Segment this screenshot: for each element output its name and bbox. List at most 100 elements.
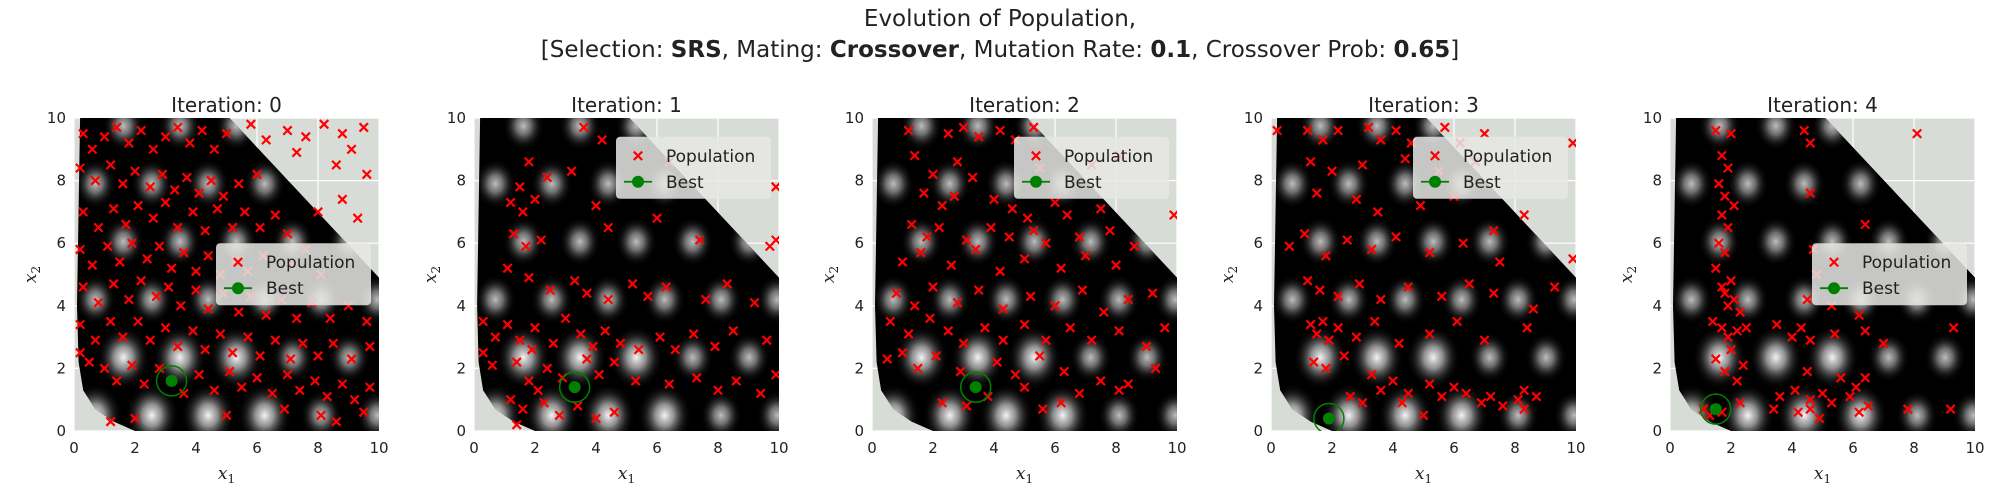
population-point	[1436, 391, 1447, 402]
population-point	[897, 257, 908, 267]
population-point	[943, 325, 954, 336]
population-point	[215, 328, 226, 339]
population-point	[937, 397, 948, 408]
population-point	[1028, 122, 1039, 133]
landscape-peak	[1777, 383, 1832, 431]
x-tick-label: 6	[252, 439, 262, 457]
population-point	[998, 303, 1009, 314]
population-point	[99, 363, 110, 374]
x-tick-label: 4	[191, 439, 201, 457]
population-point	[1719, 366, 1730, 377]
population-point	[117, 332, 128, 343]
population-point	[909, 150, 920, 161]
landscape-peak	[356, 390, 379, 431]
population-point	[1019, 382, 1030, 393]
population-point	[1284, 241, 1295, 252]
population-point	[572, 400, 583, 411]
legend-best-marker	[632, 175, 644, 188]
landscape-peak	[900, 216, 943, 267]
landscape-peak	[1069, 216, 1112, 267]
population-point	[1863, 400, 1874, 411]
population-point	[102, 241, 113, 252]
population-point	[291, 313, 302, 324]
population-point	[1366, 244, 1377, 255]
population-point	[946, 260, 957, 271]
landscape-peak	[1293, 325, 1348, 390]
population-point	[1513, 394, 1524, 405]
population-point	[123, 138, 134, 149]
population-point	[346, 354, 357, 364]
population-point	[270, 210, 281, 221]
legend: Population Best	[616, 136, 771, 199]
population-point	[1522, 322, 1533, 333]
x-tick-label: 4	[1787, 439, 1797, 457]
landscape-peak	[1041, 274, 1084, 325]
landscape-peak	[894, 325, 949, 390]
landscape-peak	[152, 325, 207, 390]
population-point	[117, 178, 128, 189]
population-point	[882, 354, 893, 364]
landscape-peak	[1692, 325, 1747, 390]
landscape-peak	[637, 383, 692, 431]
population-point	[78, 128, 89, 139]
population-point	[148, 213, 159, 224]
population-point	[105, 159, 116, 170]
landscape-peak	[1833, 383, 1888, 431]
population-point	[1037, 404, 1048, 415]
x-tick-label: 0	[469, 439, 479, 457]
x-tick-label: 0	[1665, 439, 1675, 457]
population-point	[191, 266, 201, 277]
population-point	[337, 194, 348, 205]
population-point	[530, 322, 540, 333]
population-point	[337, 128, 348, 139]
population-point	[1722, 222, 1733, 233]
population-point	[1418, 410, 1429, 421]
population-point	[136, 275, 147, 286]
population-point	[542, 172, 553, 183]
subplot-3: 0 2 4 6 8 10 0 2 4 6 8 10 Iteration: 3 x1 x2 Population…	[1218, 93, 1586, 486]
x-axis-label: x1	[218, 464, 235, 486]
landscape-peak	[477, 274, 517, 325]
landscape-peak	[1496, 390, 1540, 431]
population-point	[75, 319, 86, 330]
population-point	[1150, 363, 1161, 374]
population-point	[1327, 166, 1337, 177]
population-point	[502, 319, 513, 330]
population-point	[1805, 404, 1816, 415]
population-point	[1311, 328, 1322, 339]
population-point	[691, 372, 702, 383]
population-point	[1308, 357, 1319, 368]
y-tick-label: 0	[56, 422, 66, 440]
landscape-peak	[477, 158, 517, 209]
population-point	[1302, 125, 1313, 136]
population-point	[209, 144, 220, 155]
population-point	[1722, 332, 1733, 343]
population-point	[93, 297, 104, 308]
population-point	[1424, 379, 1435, 390]
subplot-2: 0 2 4 6 8 10 0 2 4 6 8 10 Iteration: 2 x1 x2 Population…	[819, 93, 1187, 486]
population-point	[1854, 310, 1865, 321]
population-point	[108, 278, 119, 289]
population-point	[928, 169, 938, 180]
x-tick-label: 4	[989, 439, 999, 457]
population-point	[309, 375, 320, 386]
best-point	[1322, 412, 1335, 425]
landscape-peak	[1673, 158, 1713, 209]
population-point	[1059, 366, 1070, 377]
population-point	[154, 363, 165, 374]
landscape-peak	[756, 390, 779, 431]
population-point	[1519, 404, 1530, 415]
population-point	[1802, 366, 1813, 377]
population-point	[282, 228, 293, 239]
population-point	[921, 231, 932, 242]
landscape-peak	[1895, 390, 1939, 431]
population-point	[313, 206, 323, 217]
population-point	[1519, 385, 1530, 396]
legend-label-best: Best	[1862, 279, 1900, 299]
y-tick-label: 2	[854, 359, 864, 377]
legend-best-marker	[1429, 175, 1441, 188]
population-point	[955, 366, 966, 377]
population-point	[221, 128, 232, 139]
population-point	[891, 288, 902, 299]
population-point	[569, 275, 580, 286]
